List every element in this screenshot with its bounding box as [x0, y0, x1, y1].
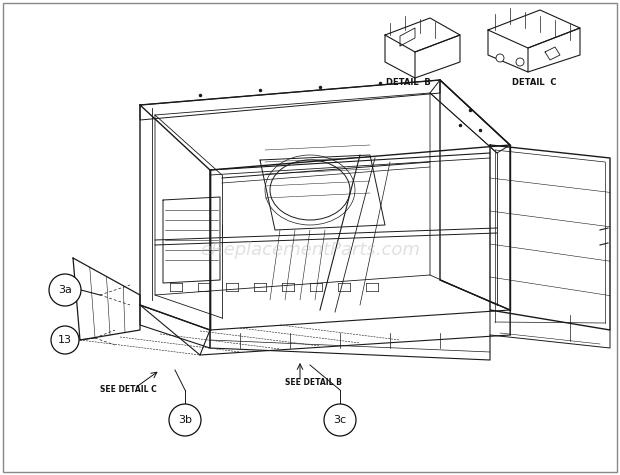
Circle shape — [169, 404, 201, 436]
Circle shape — [516, 58, 524, 66]
Text: SEE DETAIL C: SEE DETAIL C — [100, 385, 157, 394]
Circle shape — [51, 326, 79, 354]
Text: 13: 13 — [58, 335, 72, 345]
Text: DETAIL  B: DETAIL B — [386, 78, 430, 87]
Text: eReplacementParts.com: eReplacementParts.com — [200, 241, 420, 259]
Text: 3b: 3b — [178, 415, 192, 425]
Text: DETAIL  C: DETAIL C — [512, 78, 556, 87]
Text: 3a: 3a — [58, 285, 72, 295]
Circle shape — [49, 274, 81, 306]
Text: SEE DETAIL B: SEE DETAIL B — [285, 378, 342, 387]
Circle shape — [324, 404, 356, 436]
Circle shape — [496, 54, 504, 62]
Text: 3c: 3c — [334, 415, 347, 425]
